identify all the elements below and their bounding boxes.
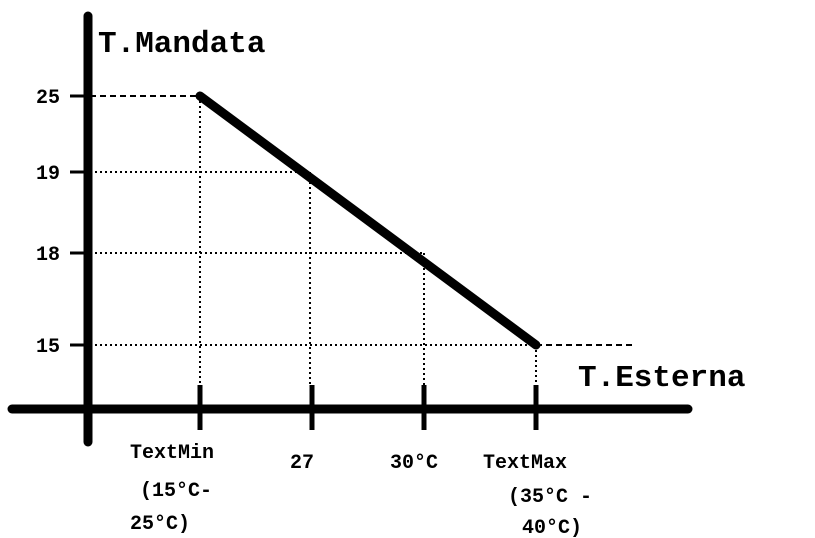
y-axis-label: T.Mandata — [98, 27, 265, 62]
guides — [7, 11, 693, 447]
y-tick-label: 18 — [36, 244, 60, 267]
curve — [195, 91, 541, 350]
x-axis-label: T.Esterna — [578, 361, 745, 396]
x-tick-label: 27 — [290, 452, 314, 475]
x-tick-label: 30°C — [390, 452, 438, 475]
y-tick-label: 25 — [36, 87, 60, 110]
x-tick-label: 25°C) — [130, 513, 190, 536]
y-tick-label: 15 — [36, 336, 60, 359]
x-tick-label: 40°C) — [522, 517, 582, 538]
x-tick-label: (15°C- — [140, 480, 212, 503]
x-tick-label: (35°C - — [508, 486, 592, 509]
x-tick-label: TextMax — [483, 452, 567, 475]
x-tick-label: TextMin — [130, 442, 214, 465]
y-tick-label: 19 — [36, 163, 60, 186]
